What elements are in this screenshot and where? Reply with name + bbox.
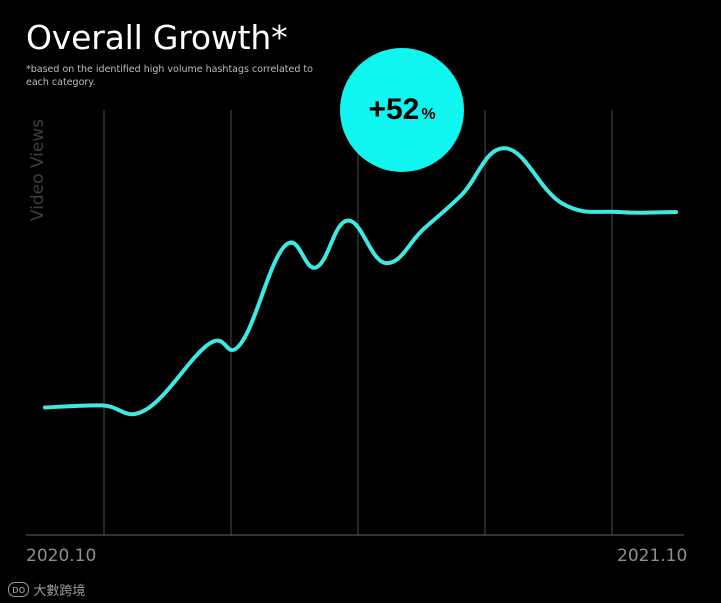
watermark-text: 大數跨境 (33, 584, 86, 599)
watermark: ᴅᴏ 大數跨境 (8, 580, 85, 599)
growth-badge: +52 % (340, 48, 464, 172)
chart-title: Overall Growth* (26, 18, 288, 57)
chart-subtitle: *based on the identified high volume has… (26, 64, 313, 88)
growth-value: +52 (368, 93, 420, 126)
grid-lines (103, 110, 613, 535)
y-axis-label: Video Views (28, 118, 48, 222)
x-tick-label-start: 2020.10 (26, 546, 97, 566)
watermark-logo-icon: ᴅᴏ (8, 582, 30, 597)
series-line-video-views (43, 146, 678, 417)
growth-unit: % (421, 105, 436, 123)
x-tick-label-end: 2021.10 (617, 546, 688, 566)
